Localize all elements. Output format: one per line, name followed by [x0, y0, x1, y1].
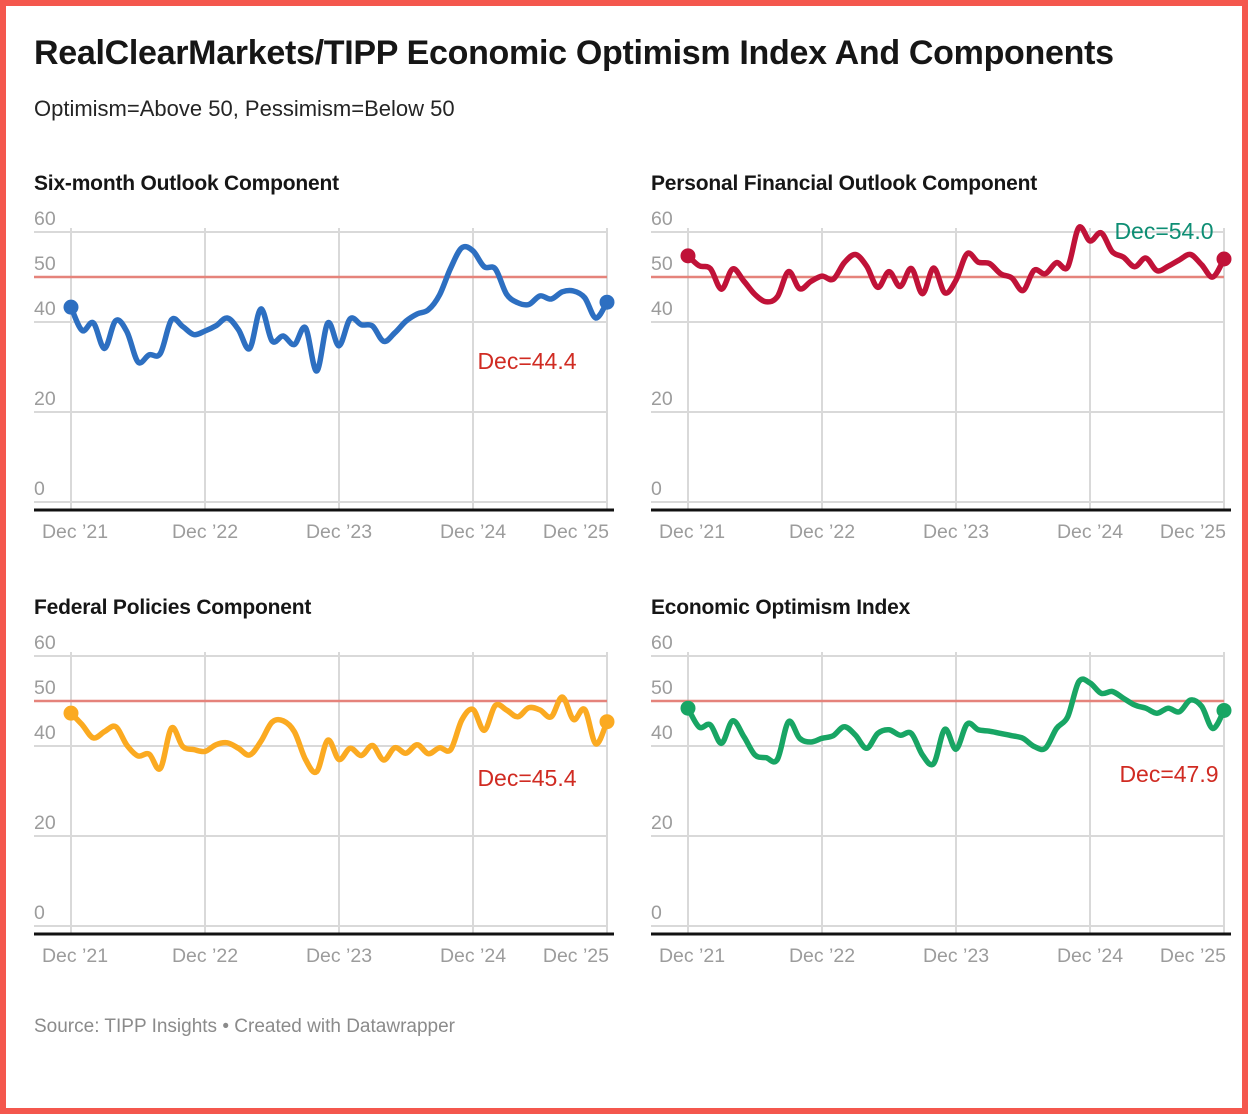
y-tick-label: 60: [651, 632, 673, 654]
x-tick-label: Dec ’25: [1160, 521, 1226, 543]
series-end-dot: [1216, 703, 1232, 719]
series-start-dot: [680, 248, 696, 264]
y-tick-label: 60: [34, 632, 56, 654]
x-tick-label: Dec ’25: [543, 521, 609, 543]
y-tick-label: 40: [651, 298, 673, 320]
x-tick-label: Dec ’24: [440, 945, 506, 967]
chart-personal-financial: 60 50 40 20 0 Dec ’21 Dec ’22 Dec ’23 Dec ’24 Dec…: [651, 208, 1232, 543]
series-end-dot: [599, 294, 615, 310]
x-tick-label: Dec ’23: [306, 945, 372, 967]
series-line: [685, 676, 1227, 768]
x-tick-label: Dec ’24: [440, 521, 506, 543]
y-tick-label: 50: [34, 677, 56, 699]
x-tick-label: Dec ’21: [659, 945, 725, 967]
december-value-annotation: Dec=44.4: [477, 348, 576, 374]
y-tick-label: 20: [651, 812, 673, 834]
series-end-dot: [1216, 251, 1232, 267]
source-footer: Source: TIPP Insights • Created with Dat…: [34, 1016, 455, 1038]
y-tick-label: 60: [34, 208, 56, 230]
y-tick-label: 40: [651, 722, 673, 744]
page-title: RealClearMarkets/TIPP Economic Optimism …: [34, 34, 1114, 72]
panel-federal-policies: Federal Policies Component 60 50 40 20 0 Dec …: [34, 596, 651, 982]
y-tick-label: 40: [34, 722, 56, 744]
y-tick-label: 0: [651, 478, 662, 500]
panel-personal-financial: Personal Financial Outlook Component 60 5…: [651, 172, 1235, 558]
series-start-dot: [63, 299, 79, 315]
x-tick-label: Dec ’22: [789, 945, 855, 967]
x-tick-label: Dec ’22: [172, 945, 238, 967]
series-start-dot: [63, 705, 79, 721]
x-tick-label: Dec ’24: [1057, 945, 1123, 967]
x-tick-label: Dec ’25: [543, 945, 609, 967]
series-end-dot: [599, 714, 615, 730]
december-value-annotation: Dec=54.0: [1114, 218, 1213, 244]
y-tick-label: 0: [34, 478, 45, 500]
series-line: [685, 224, 1227, 305]
x-tick-label: Dec ’23: [923, 521, 989, 543]
panel-economic-optimism-index: Economic Optimism Index 60 50 40 20 0 Dec ’21…: [651, 596, 1235, 982]
panel-title-federal-policies: Federal Policies Component: [34, 596, 312, 620]
panel-title-personal-financial: Personal Financial Outlook Component: [651, 172, 1038, 196]
y-tick-label: 0: [34, 902, 45, 924]
x-tick-label: Dec ’21: [659, 521, 725, 543]
y-tick-label: 0: [651, 902, 662, 924]
chart-federal-policies: 60 50 40 20 0 Dec ’21 Dec ’22 Dec ’23 Dec ’24 Dec…: [34, 632, 615, 967]
y-tick-label: 40: [34, 298, 56, 320]
chart-six-month-outlook: 60 50 40 20 0 Dec ’21 Dec ’22 Dec ’23 Dec ’24 Dec…: [34, 208, 615, 543]
x-tick-label: Dec ’21: [42, 945, 108, 967]
series-line: [68, 244, 610, 374]
series-start-dot: [680, 700, 696, 716]
series-line: [68, 694, 610, 776]
y-tick-label: 50: [651, 253, 673, 275]
x-tick-label: Dec ’21: [42, 521, 108, 543]
december-value-annotation: Dec=47.9: [1119, 761, 1218, 787]
x-tick-label: Dec ’23: [306, 521, 372, 543]
y-tick-label: 20: [34, 388, 56, 410]
x-tick-label: Dec ’22: [172, 521, 238, 543]
x-tick-label: Dec ’22: [789, 521, 855, 543]
december-value-annotation: Dec=45.4: [477, 765, 576, 791]
y-tick-label: 20: [651, 388, 673, 410]
y-tick-label: 60: [651, 208, 673, 230]
x-tick-label: Dec ’25: [1160, 945, 1226, 967]
x-tick-label: Dec ’24: [1057, 521, 1123, 543]
y-tick-label: 50: [651, 677, 673, 699]
y-tick-label: 50: [34, 253, 56, 275]
chart-economic-optimism-index: 60 50 40 20 0 Dec ’21 Dec ’22 Dec ’23 Dec ’24 Dec…: [651, 632, 1232, 967]
panel-six-month-outlook: Six-month Outlook Component 60 50 40 20 0 Dec…: [34, 172, 651, 558]
panel-title-economic-optimism-index: Economic Optimism Index: [651, 596, 911, 620]
chart-grid: Six-month Outlook Component 60 50 40 20 0 Dec…: [34, 172, 1242, 982]
y-tick-label: 20: [34, 812, 56, 834]
panel-title-six-month-outlook: Six-month Outlook Component: [34, 172, 339, 196]
x-tick-label: Dec ’23: [923, 945, 989, 967]
page-subtitle: Optimism=Above 50, Pessimism=Below 50: [34, 96, 455, 122]
